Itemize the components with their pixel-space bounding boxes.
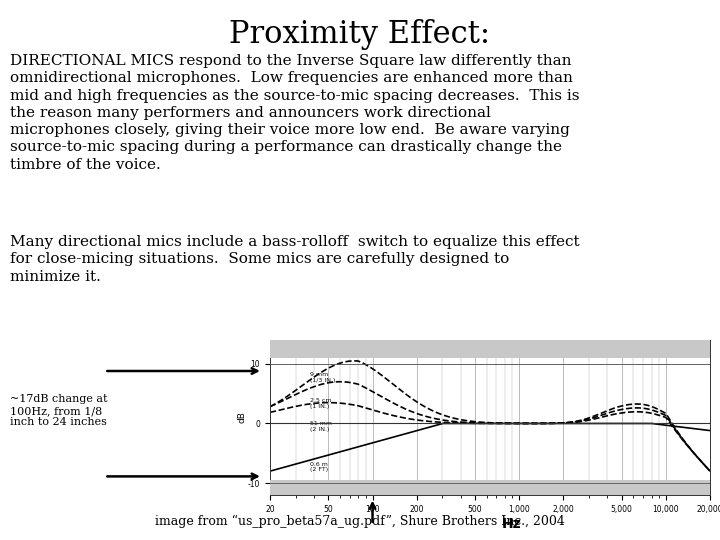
Bar <box>270 340 710 358</box>
Text: Proximity Effect:: Proximity Effect: <box>230 19 490 50</box>
Text: 51 mm
(2 IN.): 51 mm (2 IN.) <box>310 421 332 432</box>
Text: DIRECTIONAL MICS respond to the Inverse Square law differently than
omnidirectio: DIRECTIONAL MICS respond to the Inverse … <box>10 54 580 172</box>
Text: 0.6 m
(2 FT): 0.6 m (2 FT) <box>310 462 328 472</box>
Text: ~17dB change at
100Hz, from 1/8
inch to 24 inches: ~17dB change at 100Hz, from 1/8 inch to … <box>10 394 107 428</box>
Text: 2.5 cm
(1 IN.): 2.5 cm (1 IN.) <box>310 398 331 409</box>
Text: Hz: Hz <box>502 517 522 531</box>
Text: image from “us_pro_beta57a_ug.pdf”, Shure Brothers Inc., 2004: image from “us_pro_beta57a_ug.pdf”, Shur… <box>155 515 565 528</box>
Text: 9 mm
(1/3 IN.): 9 mm (1/3 IN.) <box>310 372 335 383</box>
Y-axis label: dB: dB <box>238 411 246 423</box>
Text: Many directional mics include a bass-rolloff  switch to equalize this effect
for: Many directional mics include a bass-rol… <box>10 235 580 284</box>
Bar <box>270 480 710 495</box>
